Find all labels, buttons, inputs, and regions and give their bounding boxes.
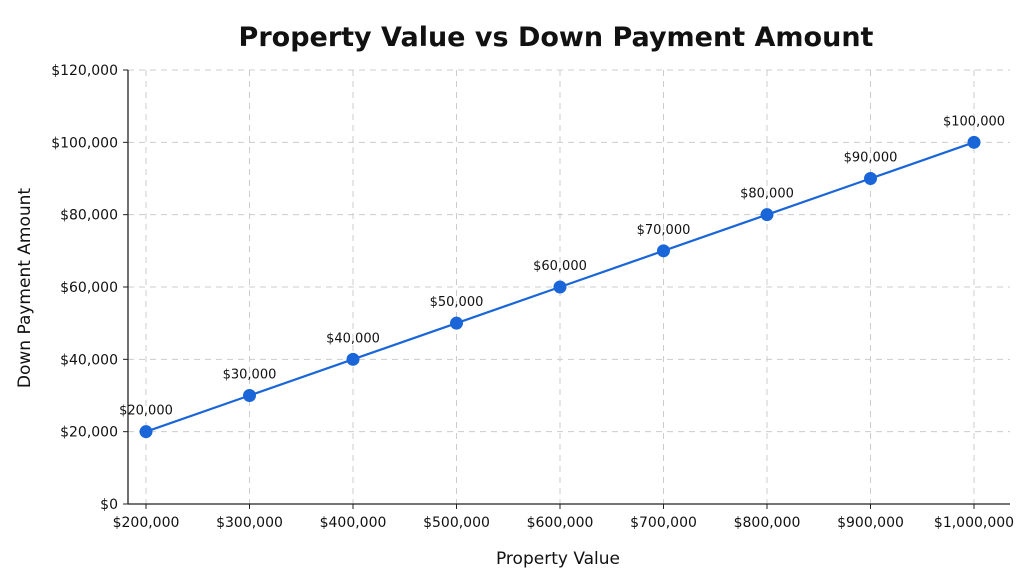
x-tick-label: $700,000 bbox=[630, 515, 697, 531]
tick-labels: $0 $20,000 $40,000 $60,000 $80,000 $100,000 $1… bbox=[51, 63, 1014, 531]
y-axis-title: Down Payment Amount bbox=[15, 188, 35, 389]
y-tick-label: $0 bbox=[100, 497, 118, 513]
data-label: $100,000 bbox=[943, 114, 1005, 129]
data-label: $80,000 bbox=[740, 187, 794, 202]
data-label: $40,000 bbox=[326, 331, 380, 346]
data-point bbox=[657, 244, 670, 258]
data-point bbox=[450, 316, 463, 330]
y-tick-label: $60,000 bbox=[60, 280, 118, 296]
data-point bbox=[243, 389, 256, 402]
chart-title: Property Value vs Down Payment Amount bbox=[239, 22, 874, 53]
data-point bbox=[346, 352, 360, 366]
data-point bbox=[760, 208, 774, 222]
x-tick-label: $600,000 bbox=[527, 515, 594, 531]
data-point bbox=[553, 280, 567, 294]
data-label: $70,000 bbox=[637, 223, 691, 238]
data-labels: $20,000 $30,000 $40,000 $50,000 $60,000 $70,0… bbox=[119, 114, 1005, 418]
y-tick-label: $120,000 bbox=[51, 63, 118, 79]
data-label: $50,000 bbox=[430, 295, 484, 310]
x-tick-label: $500,000 bbox=[423, 515, 490, 531]
x-tick-label: $400,000 bbox=[320, 515, 387, 531]
data-label: $20,000 bbox=[119, 404, 173, 419]
data-point bbox=[864, 172, 877, 185]
data-series bbox=[139, 135, 981, 439]
x-axis-title: Property Value bbox=[496, 549, 620, 569]
data-label: $60,000 bbox=[533, 259, 587, 274]
x-tick-label: $300,000 bbox=[216, 515, 283, 531]
x-tick-label: $900,000 bbox=[837, 515, 904, 531]
data-label: $30,000 bbox=[223, 368, 277, 383]
data-point bbox=[139, 425, 153, 439]
y-tick-label: $40,000 bbox=[60, 352, 118, 368]
data-label: $90,000 bbox=[844, 151, 898, 166]
y-tick-label: $100,000 bbox=[51, 135, 118, 151]
data-point bbox=[967, 135, 981, 149]
x-tick-label: $1,000,000 bbox=[934, 515, 1014, 531]
grid-lines bbox=[128, 69, 1010, 504]
y-tick-label: $20,000 bbox=[60, 425, 118, 441]
x-tick-label: $200,000 bbox=[113, 515, 180, 531]
x-tick-label: $800,000 bbox=[734, 515, 801, 531]
y-tick-label: $80,000 bbox=[60, 208, 118, 224]
